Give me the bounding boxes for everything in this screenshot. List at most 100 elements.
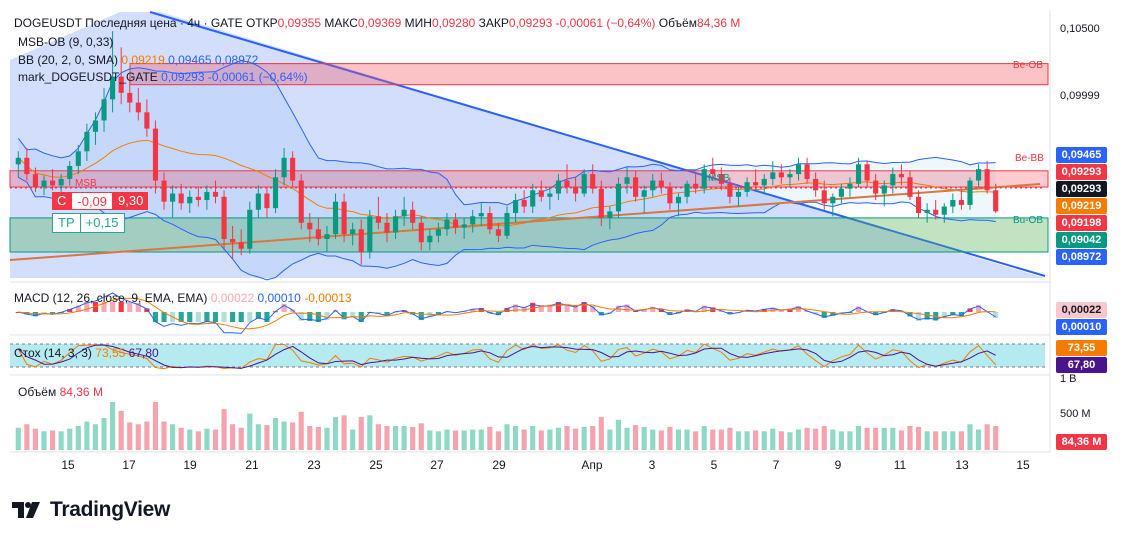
volume-bar [15, 427, 21, 450]
volume-bar [864, 427, 870, 450]
volume-bar [375, 424, 381, 450]
volume-bar [410, 426, 416, 450]
high-label: МАКС [324, 16, 358, 30]
candle-body [615, 183, 622, 212]
volume-bar [487, 426, 493, 450]
candle-body [821, 190, 827, 204]
volume-bar [770, 428, 776, 450]
time-tick-label: 13 [955, 458, 969, 472]
candle-body [410, 209, 416, 223]
macd-hist-bar [538, 305, 544, 312]
candle-body [675, 196, 682, 204]
candle-body [281, 157, 287, 178]
macd-hist-bar [41, 312, 47, 314]
candle-body [504, 213, 510, 236]
candle-body [684, 183, 690, 197]
volume-bar [290, 422, 296, 450]
msb-ob-legend[interactable]: MSB-OB (9, 0,33) [18, 35, 114, 49]
bb-legend[interactable]: BB (20, 2, 0, SMA) 0,09219 0,09465 0,089… [18, 53, 258, 67]
candle-body [881, 185, 887, 194]
trend-line-up[interactable] [9, 183, 1041, 261]
macd-hist-bar [915, 312, 922, 321]
be-bb-label: Be-BB [1015, 153, 1044, 164]
trend-line-down[interactable] [149, 11, 1046, 277]
candle-body [50, 180, 56, 186]
volume-bar [821, 426, 827, 450]
candle-body [624, 177, 630, 184]
candle-body [573, 187, 579, 194]
msb-label-left: MSB [75, 178, 97, 189]
volume-bar [547, 429, 553, 450]
mark-legend[interactable]: mark_DOGEUSDT_GATE 0,09293 -0,00061 (−0,… [18, 70, 308, 84]
time-tick-label: 15 [1016, 458, 1030, 472]
volume-bar [787, 432, 793, 450]
stoch-d-value: 67,80 [128, 346, 159, 360]
volume-bar [710, 429, 716, 450]
macd-hist-bar [830, 312, 836, 316]
macd-hist-bar [324, 312, 330, 320]
position-close-tag[interactable]: C -0,09 9,30 [52, 192, 149, 210]
volume-bar [924, 431, 930, 450]
volume-bar [504, 424, 510, 450]
macd-hist-bar [401, 310, 407, 312]
macd-hist-bar [315, 312, 321, 322]
volume-legend[interactable]: Объём 84,36 M [18, 385, 103, 399]
volume-bar [384, 426, 390, 450]
candle-body [315, 229, 321, 240]
macd-hist-bar [564, 303, 570, 312]
macd-hist-bar [873, 312, 879, 316]
candle-body [392, 216, 399, 233]
volume-bar [281, 421, 287, 450]
tradingview-logo[interactable]: TradingView [12, 498, 170, 522]
triangle-shade[interactable] [10, 12, 1045, 278]
volume-bar [598, 417, 604, 450]
macd-hist-bar [350, 312, 356, 318]
stoch-legend[interactable]: Стох (14, 3, 3) 73,55 67,80 [14, 346, 159, 360]
tradingview-logo-icon [12, 502, 40, 518]
macd-hist-bar [950, 312, 956, 316]
macd-hist-bar [573, 306, 579, 312]
volume-bar [444, 429, 450, 450]
candle-body [813, 178, 819, 191]
macd-legend[interactable]: MACD (12, 26, close, 9, EMA, EMA) 0,0002… [14, 291, 352, 305]
price-badge-bb-lower: 0,08972 [1056, 249, 1107, 265]
candle-body [487, 213, 493, 230]
position-tp-tag[interactable]: TP +0,15 [52, 213, 125, 233]
macd-hist-bar [778, 309, 784, 312]
volume-bar [778, 431, 784, 450]
volume-bar [555, 427, 562, 450]
macd-hist-bar [624, 304, 630, 312]
macd-hist-bar [230, 312, 236, 322]
macd-hist-bar [341, 312, 347, 320]
candle-body [770, 172, 776, 179]
symbol-legend[interactable]: DOGEUSDT Последняя цена · 4ч · GATE ОТКР… [14, 16, 741, 30]
macd-hist-bar [84, 302, 90, 312]
volume-bar [350, 429, 356, 450]
candle-body [838, 188, 844, 197]
macd-hist-bar [161, 312, 167, 322]
candle-body [118, 76, 124, 93]
candle-body [650, 180, 656, 191]
volume-bar [418, 423, 424, 450]
time-tick-label: 25 [369, 458, 383, 472]
candle-body [958, 200, 964, 205]
bu-ob-label: Bu-OB [1013, 215, 1044, 226]
candle-body [581, 174, 587, 194]
macd-hist-bar [238, 312, 244, 322]
stoch-k-value: 73,55 [95, 346, 126, 360]
candle-body [32, 174, 39, 188]
macd-hist-bar [727, 312, 733, 315]
candle-body [975, 169, 982, 181]
macd-hist-bar [813, 312, 819, 315]
open-value: 0,09355 [277, 16, 322, 30]
macd-hist-bar [470, 308, 476, 312]
volume-bar [178, 427, 184, 450]
volume-bar [564, 426, 570, 450]
volume-bar [315, 426, 321, 450]
open-label: ОТКР [245, 16, 278, 30]
time-tick-label: 23 [307, 458, 321, 472]
volume-bar [67, 428, 73, 450]
volume-tick: 500 M [1060, 408, 1091, 420]
zone-be-ob [129, 63, 1049, 86]
